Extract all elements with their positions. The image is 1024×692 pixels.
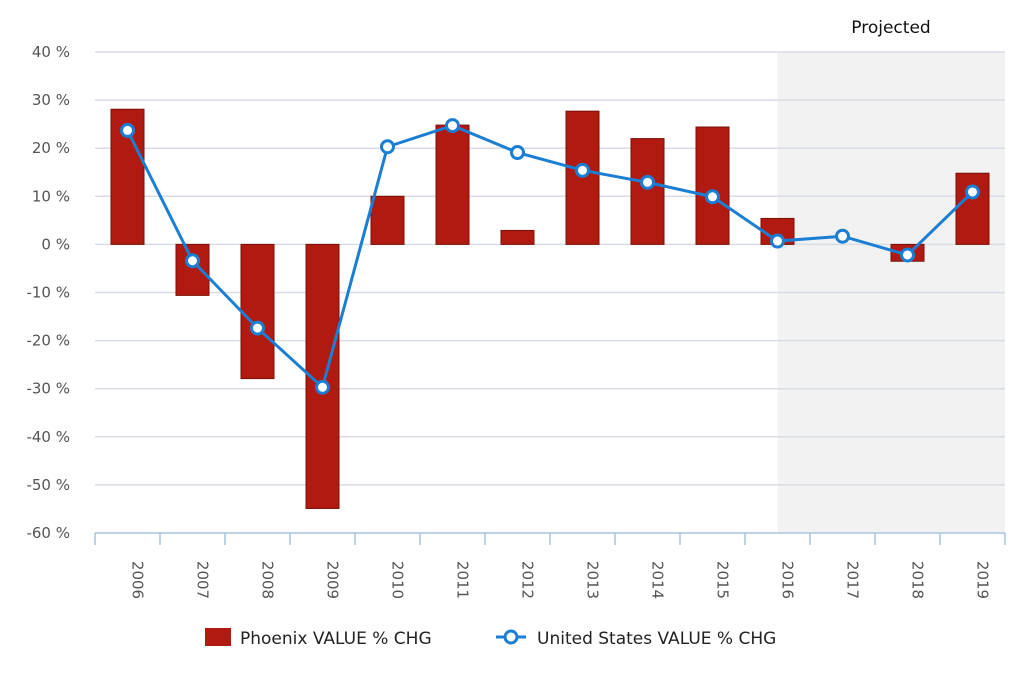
point-2014 <box>640 174 655 190</box>
y-tick-label: -30 % <box>26 380 70 398</box>
y-axis: 40 % 30 % 20 % 10 % 0 % -10 % -20 % -30 % -40 % -… <box>26 43 70 542</box>
y-tick-label: -10 % <box>26 284 70 302</box>
point-2015 <box>705 189 720 205</box>
gridlines <box>95 51 1005 486</box>
x-tick-label: 2006 <box>129 561 147 599</box>
bar-2008 <box>240 243 275 380</box>
bar-2011 <box>435 124 470 245</box>
x-tick-label: 2011 <box>454 561 472 599</box>
bar-2012 <box>500 229 535 245</box>
x-axis: 2006 2007 2008 2009 2010 2011 2012 2013 2014 2015… <box>94 532 1006 599</box>
legend: Phoenix VALUE % CHG United States VALUE … <box>205 628 776 649</box>
legend-marker-icon <box>503 629 519 645</box>
bar-2006 <box>110 108 145 245</box>
point-2012 <box>510 145 525 161</box>
bar-series <box>110 108 990 509</box>
x-tick-label: 2013 <box>584 561 602 599</box>
x-tick-label: 2007 <box>194 561 212 599</box>
bar-2010 <box>370 195 405 245</box>
x-tick-label: 2008 <box>259 561 277 599</box>
x-tick-label: 2010 <box>389 561 407 599</box>
x-tick-label: 2019 <box>974 561 992 599</box>
x-tick-label: 2009 <box>324 561 342 599</box>
x-tick-label: 2012 <box>519 561 537 599</box>
point-2011 <box>445 118 460 134</box>
point-2007 <box>185 253 200 269</box>
point-2017 <box>835 228 850 244</box>
y-tick-label: 30 % <box>32 91 70 109</box>
bar-2015 <box>695 126 730 245</box>
y-tick-label: 40 % <box>32 43 70 61</box>
point-2018 <box>900 247 915 263</box>
x-tick-label: 2015 <box>714 561 732 599</box>
us-line <box>126 123 974 391</box>
legend-label-phoenix: Phoenix VALUE % CHG <box>240 629 432 649</box>
x-tick-label: 2016 <box>779 561 797 599</box>
point-2019 <box>965 184 980 200</box>
x-tick-label: 2014 <box>649 561 667 599</box>
point-2009 <box>315 379 330 395</box>
bar-2014 <box>630 138 665 245</box>
bar-2007 <box>175 243 210 296</box>
point-2016 <box>770 233 785 249</box>
y-tick-label: -60 % <box>26 524 70 542</box>
point-2010 <box>380 139 395 155</box>
line-series <box>120 118 980 395</box>
bar-2019 <box>955 172 990 245</box>
x-tick-label: 2018 <box>909 561 927 599</box>
legend-label-us: United States VALUE % CHG <box>537 629 776 649</box>
y-tick-label: -40 % <box>26 428 70 446</box>
x-tick-label: 2017 <box>844 561 862 599</box>
projected-label: Projected <box>851 18 930 38</box>
y-tick-label: -50 % <box>26 476 70 494</box>
point-2006 <box>120 122 135 138</box>
y-tick-label: -20 % <box>26 332 70 350</box>
y-tick-label: 10 % <box>32 187 70 205</box>
legend-bar-swatch <box>205 628 231 646</box>
legend-item-us[interactable]: United States VALUE % CHG <box>496 629 776 649</box>
point-2008 <box>250 320 265 336</box>
y-tick-label: 0 % <box>41 235 70 253</box>
y-tick-label: 20 % <box>32 139 70 157</box>
point-2013 <box>575 162 590 178</box>
legend-item-phoenix[interactable]: Phoenix VALUE % CHG <box>205 628 432 649</box>
